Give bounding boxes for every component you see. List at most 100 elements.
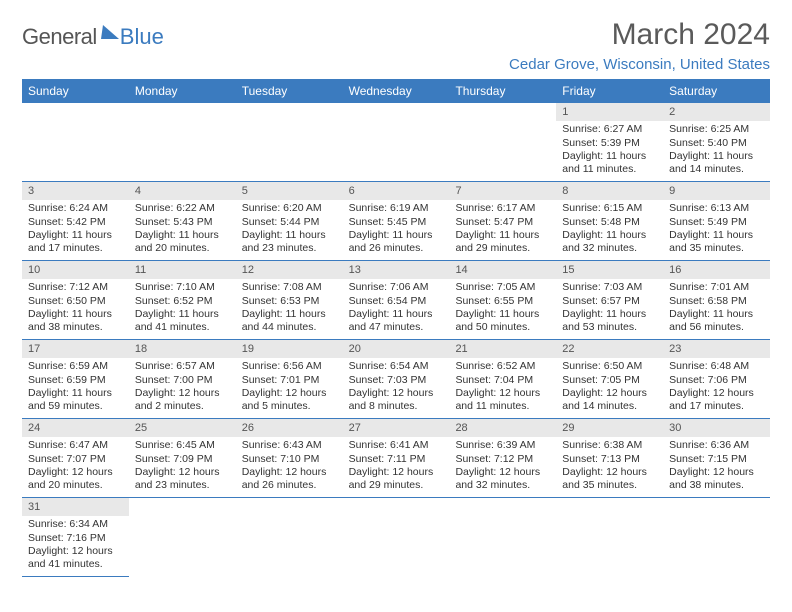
week-row: 31Sunrise: 6:34 AMSunset: 7:16 PMDayligh… — [22, 498, 770, 577]
day-body: Sunrise: 7:10 AMSunset: 6:52 PMDaylight:… — [129, 279, 236, 339]
sunrise-line: Sunrise: 6:47 AM — [28, 439, 123, 452]
sunrise-line: Sunrise: 6:56 AM — [242, 360, 337, 373]
sunset-line: Sunset: 5:45 PM — [349, 216, 444, 229]
day-body: Sunrise: 6:25 AMSunset: 5:40 PMDaylight:… — [663, 121, 770, 181]
empty-cell — [343, 103, 450, 181]
daylight-line: Daylight: 11 hours and 53 minutes. — [562, 308, 657, 335]
sunset-line: Sunset: 7:12 PM — [455, 453, 550, 466]
day-body: Sunrise: 6:39 AMSunset: 7:12 PMDaylight:… — [449, 437, 556, 497]
sunrise-line: Sunrise: 7:06 AM — [349, 281, 444, 294]
day-cell: 3Sunrise: 6:24 AMSunset: 5:42 PMDaylight… — [22, 182, 129, 260]
day-cell: 10Sunrise: 7:12 AMSunset: 6:50 PMDayligh… — [22, 261, 129, 339]
day-cell: 31Sunrise: 6:34 AMSunset: 7:16 PMDayligh… — [22, 498, 129, 577]
day-number: 8 — [556, 182, 663, 200]
sunset-line: Sunset: 7:16 PM — [28, 532, 123, 545]
day-body: Sunrise: 7:08 AMSunset: 6:53 PMDaylight:… — [236, 279, 343, 339]
day-body: Sunrise: 6:24 AMSunset: 5:42 PMDaylight:… — [22, 200, 129, 260]
daylight-line: Daylight: 12 hours and 38 minutes. — [669, 466, 764, 493]
week-row: 3Sunrise: 6:24 AMSunset: 5:42 PMDaylight… — [22, 182, 770, 261]
daylight-line: Daylight: 11 hours and 41 minutes. — [135, 308, 230, 335]
dow-cell: Monday — [129, 79, 236, 103]
sunset-line: Sunset: 7:01 PM — [242, 374, 337, 387]
sunrise-line: Sunrise: 6:25 AM — [669, 123, 764, 136]
sunrise-line: Sunrise: 6:27 AM — [562, 123, 657, 136]
day-cell: 21Sunrise: 6:52 AMSunset: 7:04 PMDayligh… — [449, 340, 556, 418]
sunset-line: Sunset: 6:59 PM — [28, 374, 123, 387]
sunrise-line: Sunrise: 6:17 AM — [455, 202, 550, 215]
dow-cell: Thursday — [449, 79, 556, 103]
day-body: Sunrise: 6:59 AMSunset: 6:59 PMDaylight:… — [22, 358, 129, 418]
day-cell: 14Sunrise: 7:05 AMSunset: 6:55 PMDayligh… — [449, 261, 556, 339]
sunrise-line: Sunrise: 6:59 AM — [28, 360, 123, 373]
empty-cell — [129, 498, 236, 577]
sunrise-line: Sunrise: 6:43 AM — [242, 439, 337, 452]
day-cell: 13Sunrise: 7:06 AMSunset: 6:54 PMDayligh… — [343, 261, 450, 339]
empty-cell — [663, 498, 770, 577]
sunset-line: Sunset: 5:40 PM — [669, 137, 764, 150]
sunrise-line: Sunrise: 6:50 AM — [562, 360, 657, 373]
empty-cell — [556, 498, 663, 577]
day-cell: 30Sunrise: 6:36 AMSunset: 7:15 PMDayligh… — [663, 419, 770, 497]
day-body: Sunrise: 6:43 AMSunset: 7:10 PMDaylight:… — [236, 437, 343, 497]
daylight-line: Daylight: 12 hours and 26 minutes. — [242, 466, 337, 493]
day-cell: 5Sunrise: 6:20 AMSunset: 5:44 PMDaylight… — [236, 182, 343, 260]
daylight-line: Daylight: 12 hours and 2 minutes. — [135, 387, 230, 414]
day-number: 22 — [556, 340, 663, 358]
day-cell: 15Sunrise: 7:03 AMSunset: 6:57 PMDayligh… — [556, 261, 663, 339]
day-body: Sunrise: 6:47 AMSunset: 7:07 PMDaylight:… — [22, 437, 129, 497]
sunrise-line: Sunrise: 6:36 AM — [669, 439, 764, 452]
sunrise-line: Sunrise: 6:52 AM — [455, 360, 550, 373]
day-body: Sunrise: 6:19 AMSunset: 5:45 PMDaylight:… — [343, 200, 450, 260]
sunrise-line: Sunrise: 7:08 AM — [242, 281, 337, 294]
sunset-line: Sunset: 5:42 PM — [28, 216, 123, 229]
sunset-line: Sunset: 6:57 PM — [562, 295, 657, 308]
sunrise-line: Sunrise: 6:41 AM — [349, 439, 444, 452]
daylight-line: Daylight: 12 hours and 29 minutes. — [349, 466, 444, 493]
empty-cell — [449, 103, 556, 181]
logo-text-blue: Blue — [120, 24, 164, 50]
sunrise-line: Sunrise: 7:10 AM — [135, 281, 230, 294]
empty-cell — [22, 103, 129, 181]
day-body: Sunrise: 6:13 AMSunset: 5:49 PMDaylight:… — [663, 200, 770, 260]
day-cell: 4Sunrise: 6:22 AMSunset: 5:43 PMDaylight… — [129, 182, 236, 260]
day-cell: 19Sunrise: 6:56 AMSunset: 7:01 PMDayligh… — [236, 340, 343, 418]
day-body: Sunrise: 7:01 AMSunset: 6:58 PMDaylight:… — [663, 279, 770, 339]
day-cell: 16Sunrise: 7:01 AMSunset: 6:58 PMDayligh… — [663, 261, 770, 339]
day-number: 15 — [556, 261, 663, 279]
daylight-line: Daylight: 11 hours and 38 minutes. — [28, 308, 123, 335]
day-body: Sunrise: 6:48 AMSunset: 7:06 PMDaylight:… — [663, 358, 770, 418]
day-cell: 18Sunrise: 6:57 AMSunset: 7:00 PMDayligh… — [129, 340, 236, 418]
day-cell: 6Sunrise: 6:19 AMSunset: 5:45 PMDaylight… — [343, 182, 450, 260]
sunset-line: Sunset: 7:10 PM — [242, 453, 337, 466]
daylight-line: Daylight: 11 hours and 56 minutes. — [669, 308, 764, 335]
day-number: 11 — [129, 261, 236, 279]
daylight-line: Daylight: 12 hours and 20 minutes. — [28, 466, 123, 493]
weeks-container: 1Sunrise: 6:27 AMSunset: 5:39 PMDaylight… — [22, 103, 770, 577]
day-cell: 1Sunrise: 6:27 AMSunset: 5:39 PMDaylight… — [556, 103, 663, 181]
month-title: March 2024 — [509, 18, 770, 52]
daylight-line: Daylight: 12 hours and 14 minutes. — [562, 387, 657, 414]
daylight-line: Daylight: 12 hours and 8 minutes. — [349, 387, 444, 414]
days-of-week-header: SundayMondayTuesdayWednesdayThursdayFrid… — [22, 79, 770, 103]
day-body: Sunrise: 6:45 AMSunset: 7:09 PMDaylight:… — [129, 437, 236, 497]
day-cell: 22Sunrise: 6:50 AMSunset: 7:05 PMDayligh… — [556, 340, 663, 418]
week-row: 24Sunrise: 6:47 AMSunset: 7:07 PMDayligh… — [22, 419, 770, 498]
title-block: March 2024 Cedar Grove, Wisconsin, Unite… — [509, 18, 770, 73]
daylight-line: Daylight: 11 hours and 59 minutes. — [28, 387, 123, 414]
daylight-line: Daylight: 12 hours and 17 minutes. — [669, 387, 764, 414]
day-number: 21 — [449, 340, 556, 358]
day-body: Sunrise: 6:27 AMSunset: 5:39 PMDaylight:… — [556, 121, 663, 181]
sunset-line: Sunset: 7:04 PM — [455, 374, 550, 387]
sunrise-line: Sunrise: 6:20 AM — [242, 202, 337, 215]
day-number: 26 — [236, 419, 343, 437]
day-number: 27 — [343, 419, 450, 437]
week-row: 1Sunrise: 6:27 AMSunset: 5:39 PMDaylight… — [22, 103, 770, 182]
daylight-line: Daylight: 12 hours and 23 minutes. — [135, 466, 230, 493]
day-body: Sunrise: 6:38 AMSunset: 7:13 PMDaylight:… — [556, 437, 663, 497]
sunrise-line: Sunrise: 7:05 AM — [455, 281, 550, 294]
day-body: Sunrise: 7:05 AMSunset: 6:55 PMDaylight:… — [449, 279, 556, 339]
sunrise-line: Sunrise: 6:13 AM — [669, 202, 764, 215]
day-number: 28 — [449, 419, 556, 437]
logo-text-general: General — [22, 24, 97, 50]
day-number: 10 — [22, 261, 129, 279]
